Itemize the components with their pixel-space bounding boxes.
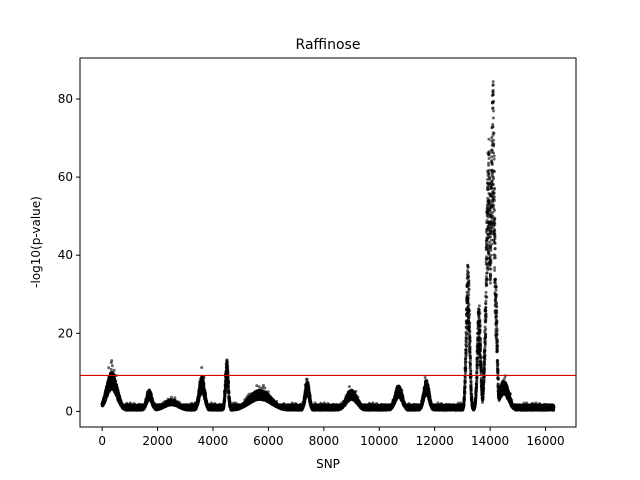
snp-point	[226, 376, 230, 380]
snp-point	[114, 379, 118, 383]
snp-point	[110, 359, 114, 363]
chart-title: Raffinose	[296, 37, 361, 53]
snp-point	[149, 392, 153, 396]
snp-point	[112, 368, 116, 372]
snp-point	[202, 382, 206, 386]
data-points	[100, 80, 556, 412]
snp-point	[226, 364, 230, 368]
snp-point	[169, 395, 173, 399]
snp-point	[227, 384, 231, 388]
snp-point	[110, 364, 114, 368]
snp-point	[227, 380, 231, 384]
snp-point	[227, 391, 231, 395]
snp-point	[226, 371, 230, 375]
snp-point	[200, 365, 204, 369]
snp-point	[225, 360, 229, 364]
snp-point	[224, 388, 228, 392]
snp-point	[202, 376, 206, 380]
snp-point	[204, 391, 208, 395]
snp-point	[109, 368, 113, 372]
snp-point	[107, 366, 111, 370]
